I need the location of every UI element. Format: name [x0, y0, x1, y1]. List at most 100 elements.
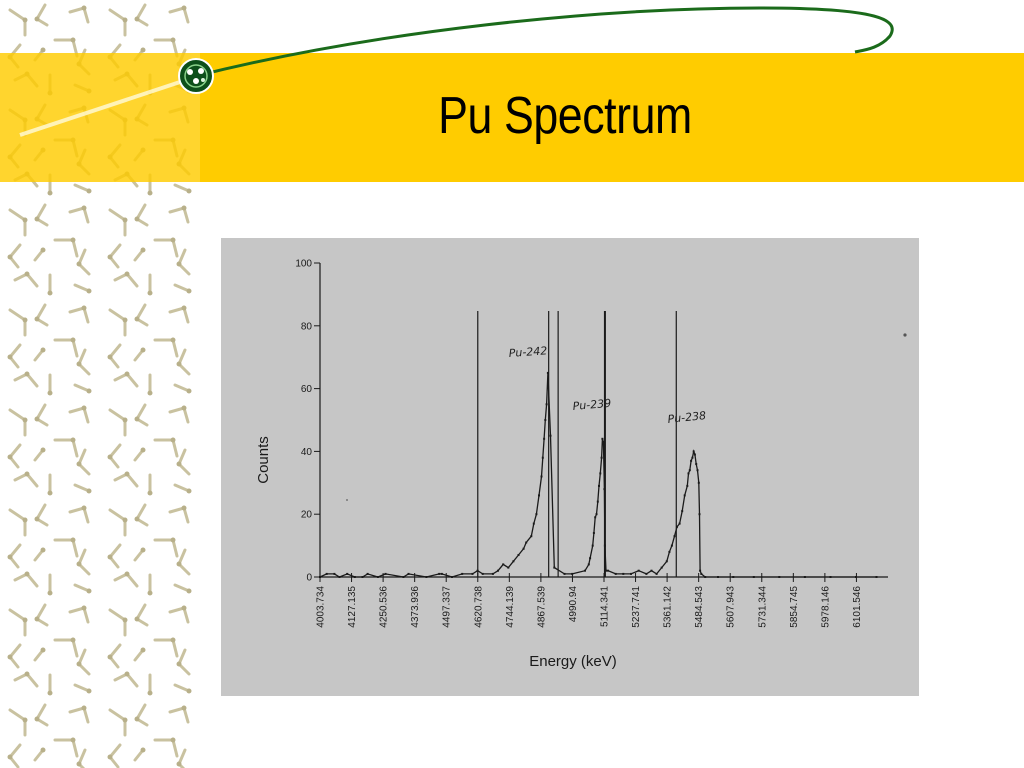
speck [346, 499, 348, 501]
data-point [538, 494, 540, 497]
data-point [698, 513, 701, 516]
data-point [687, 472, 690, 475]
data-point [502, 563, 505, 566]
y-axis-label: Counts [255, 436, 272, 484]
data-point [695, 463, 698, 465]
data-point [553, 566, 556, 569]
data-point [637, 569, 640, 572]
data-point [875, 576, 878, 578]
y-tick-label: 80 [301, 321, 313, 332]
data-point [693, 453, 696, 456]
data-point [607, 569, 609, 572]
data-point [601, 437, 604, 440]
x-tick-label: 4003.734 [316, 586, 327, 628]
x-tick-label: 4373.936 [410, 586, 421, 628]
data-point [676, 525, 678, 528]
data-point [451, 576, 453, 578]
x-tick-label: 5237.741 [631, 586, 642, 628]
x-tick-label: 4127.135 [347, 586, 358, 628]
peak-annotation: Pu-239 [572, 397, 612, 413]
data-point [530, 535, 533, 538]
data-point [376, 576, 379, 578]
x-tick-label: 5854.745 [789, 586, 800, 628]
data-point [596, 500, 599, 503]
data-point [571, 572, 574, 575]
data-point [594, 516, 597, 519]
data-point [630, 572, 632, 575]
x-tick-label: 6101.546 [852, 586, 863, 628]
data-point [584, 569, 586, 572]
annotations: Pu-242 Pu-239 Pu-238 [508, 344, 706, 426]
data-point [855, 576, 857, 578]
data-point [645, 572, 648, 575]
data-point [605, 569, 607, 572]
data-point [598, 484, 600, 487]
data-point [602, 441, 605, 443]
data-point [686, 484, 689, 487]
data-point [599, 472, 602, 475]
y-tick-label: 60 [301, 384, 313, 395]
x-tick-label: 5607.943 [726, 586, 737, 628]
y-tick-label: 40 [301, 447, 313, 458]
data-point [319, 576, 321, 578]
x-tick-label: 4497.337 [442, 586, 453, 628]
data-point [660, 566, 663, 569]
data-point [697, 481, 700, 484]
data-point [591, 544, 594, 547]
data-point [532, 522, 535, 525]
data-point [366, 572, 369, 575]
data-point [438, 572, 441, 575]
x-tick-label: 4620.738 [473, 586, 484, 628]
data-point [540, 475, 543, 478]
data-point [544, 419, 547, 421]
data-point [491, 572, 494, 575]
data-point [829, 576, 832, 578]
data-point [650, 569, 653, 572]
data-point [717, 576, 719, 578]
y-ticks: 0 20 40 60 80 100 [295, 259, 320, 584]
data-point [670, 544, 673, 547]
data-point [353, 576, 356, 578]
region-markers [477, 311, 677, 577]
chart-canvas: 0 20 40 60 80 100 4003.734 4127.135 4250.536 437… [255, 259, 907, 670]
x-tick-label: 5731.344 [757, 586, 768, 628]
x-axis-label: Energy (keV) [529, 653, 617, 670]
x-tick-label: 4250.536 [379, 586, 390, 628]
data-point [587, 563, 590, 566]
data-point [407, 572, 410, 575]
data-point [655, 572, 658, 575]
speck [903, 333, 907, 337]
data-point [673, 535, 676, 538]
data-point [696, 469, 699, 472]
data-point [338, 576, 341, 578]
peak-annotation: Pu-238 [667, 409, 707, 426]
data-point [541, 456, 544, 459]
data-point [507, 566, 510, 569]
data-point [481, 572, 484, 575]
data-point [535, 513, 538, 516]
data-point [688, 469, 691, 472]
data-point [803, 576, 806, 578]
x-tick-label: 4867.539 [536, 586, 547, 628]
x-tick-label: 5114.341 [599, 586, 610, 627]
data-point [603, 544, 606, 547]
data-point [497, 569, 499, 572]
x-tick-label: 5978.146 [820, 586, 831, 628]
data-point [545, 403, 548, 406]
data-point [752, 576, 755, 578]
data-point [678, 522, 681, 525]
data-point [778, 576, 781, 578]
data-point [665, 560, 668, 563]
y-tick-label: 0 [306, 573, 312, 584]
data-point [517, 554, 520, 556]
data-point [425, 576, 428, 578]
data-point [592, 532, 595, 534]
y-tick-label: 100 [295, 259, 312, 270]
data-point [346, 572, 349, 575]
data-point [691, 456, 694, 459]
data-point [614, 572, 617, 575]
x-tick-label: 5484.543 [694, 586, 705, 628]
data-point [525, 541, 528, 544]
peak-annotation: Pu-242 [508, 344, 547, 360]
data-point [668, 550, 671, 553]
